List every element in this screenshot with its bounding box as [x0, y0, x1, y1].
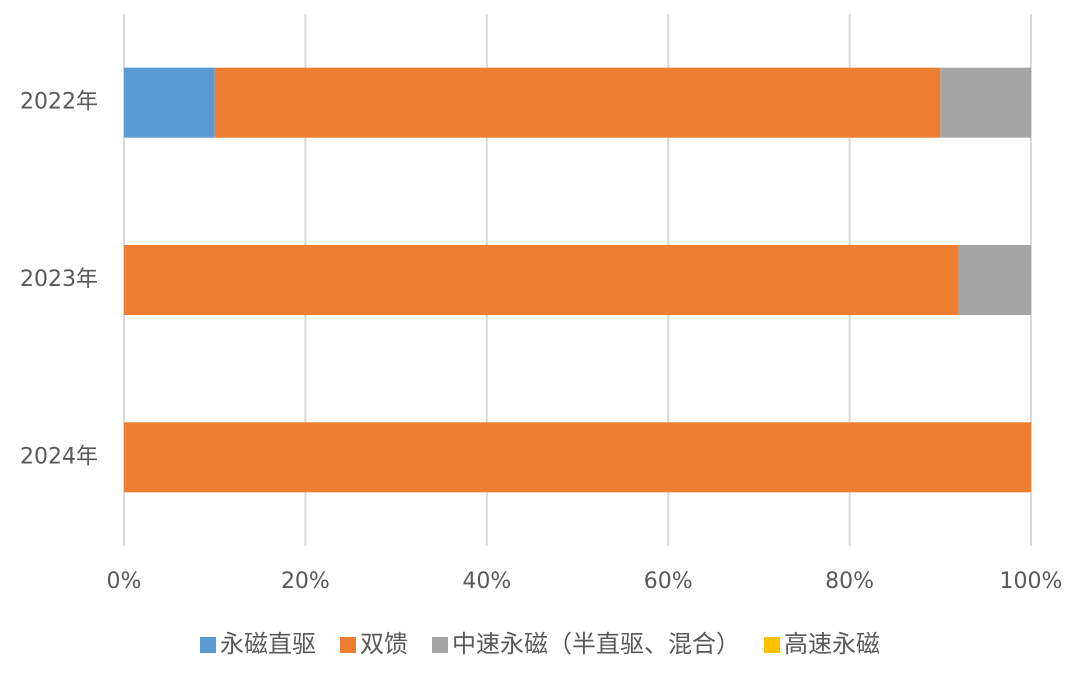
y-tick-label: 2023年 [20, 267, 98, 292]
legend-swatch [200, 637, 216, 653]
bar-segment [940, 67, 1031, 138]
bar-segment [958, 245, 1031, 315]
legend-label: 双馈 [360, 630, 408, 658]
bar-segment [124, 67, 215, 138]
legend-swatch [340, 637, 356, 653]
x-tick-label: 60% [644, 569, 693, 594]
legend-label: 高速永磁 [784, 630, 880, 658]
bar-segment [124, 245, 959, 315]
legend-swatch [764, 637, 780, 653]
y-tick-label: 2024年 [20, 444, 98, 469]
y-tick-label: 2022年 [20, 90, 98, 115]
bar-segment [124, 422, 1031, 493]
x-tick-label: 100% [1000, 569, 1063, 594]
x-tick-label: 0% [107, 569, 142, 594]
x-tick-label: 80% [825, 569, 874, 594]
legend-label: 永磁直驱 [220, 630, 316, 658]
bar-segment [214, 67, 941, 138]
x-tick-label: 40% [462, 569, 511, 594]
x-tick-label: 20% [281, 569, 330, 594]
legend-swatch [432, 637, 448, 653]
legend-label: 中速永磁（半直驱、混合） [452, 630, 740, 658]
